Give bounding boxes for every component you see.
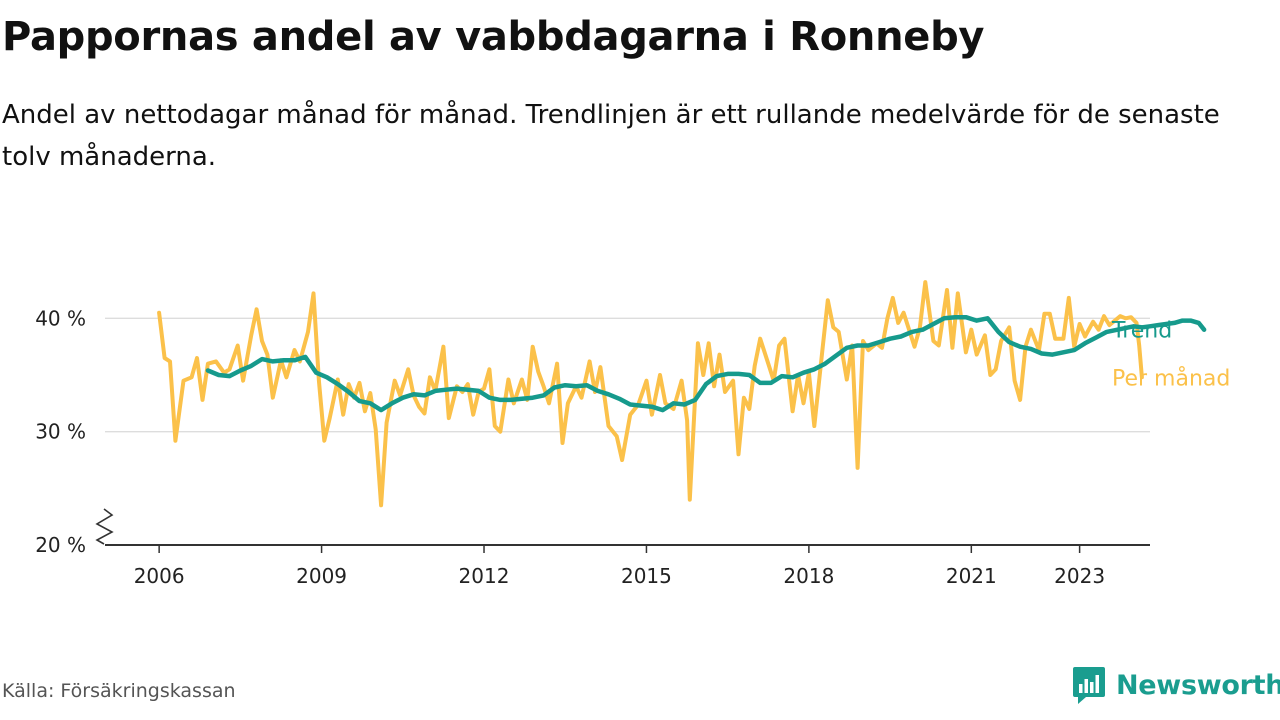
source-note: Källa: Försäkringskassan xyxy=(2,680,236,702)
series-label-per-manad: Per månad xyxy=(1112,365,1230,391)
series-labels: Trend Per månad xyxy=(1111,319,1230,392)
series-line-trend xyxy=(205,314,1207,413)
axes: 20 % 30 % 40 % 2006 2009 2012 2015 2018 2021 2023 xyxy=(35,306,1150,588)
brand-logo[interactable]: Newsworthy xyxy=(1072,664,1280,706)
x-tick-label: 2023 xyxy=(1054,564,1105,588)
y-tick-label: 30 % xyxy=(35,420,86,444)
y-tick-label: 20 % xyxy=(35,533,86,557)
x-tick-label: 2009 xyxy=(296,564,347,588)
series-label-trend: Trend xyxy=(1111,319,1172,344)
y-tick-label: 40 % xyxy=(35,306,86,330)
series-line-per-manad xyxy=(157,280,1144,508)
axis-break-icon xyxy=(95,508,114,545)
x-tick-label: 2015 xyxy=(621,564,672,588)
x-tick-label: 2012 xyxy=(459,564,510,588)
x-tick-label: 2006 xyxy=(134,564,185,588)
chart-title: Pappornas andel av vabbdagarna i Ronneby xyxy=(2,14,985,60)
brand-name: Newsworthy xyxy=(1116,669,1280,701)
x-tick-label: 2018 xyxy=(783,564,834,588)
x-tick-label: 2021 xyxy=(946,564,997,588)
chart-subtitle: Andel av nettodagar månad för månad. Tre… xyxy=(2,100,1220,172)
newsworthy-logo-icon xyxy=(1073,667,1105,704)
series-lines xyxy=(157,280,1207,508)
